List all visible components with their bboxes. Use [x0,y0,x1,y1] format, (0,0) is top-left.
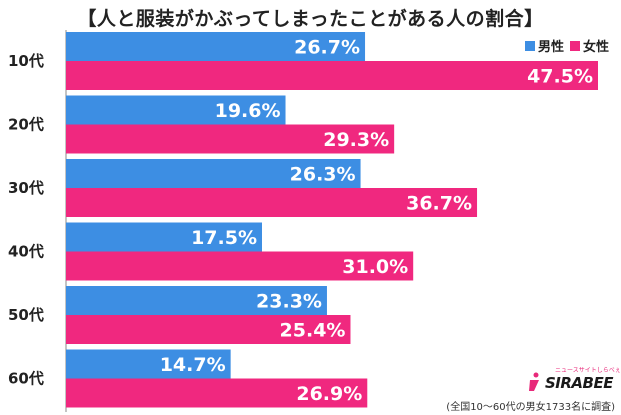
bar-female-60 [66,378,368,408]
sirabee-logo: ニュースサイトしらべぇ SIRABEE [525,367,621,394]
bar-male-50 [66,286,327,315]
legend-item-female: 女性 [569,36,609,55]
legend-swatch-male [524,40,535,51]
bar-male-20 [66,95,286,125]
value-label-male-40: 17.5% [191,227,257,249]
bar-female-30 [66,188,478,217]
chart-title: 【人と服装がかぶってしまったことがある人の割合】 [77,8,544,30]
legend-label-male: 男性 [537,40,564,55]
bar-female-20 [66,124,395,154]
value-label-female-60: 26.9% [296,383,362,405]
bar-male-10 [66,32,366,61]
category-label-10: 10代 [8,52,44,70]
survey-footnote: (全国10～60代の男女1733名に調査) [446,402,615,413]
logo-wordmark: SIRABEE [545,374,613,392]
category-label-50: 50代 [8,306,44,324]
value-label-female-10: 47.5% [527,66,593,88]
category-label-30: 30代 [8,179,44,197]
logo-tagline: ニュースサイトしらべぇ [555,367,621,374]
logo-mark-icon [529,372,539,391]
category-label-60: 60代 [8,370,44,388]
legend-item-male: 男性 [524,36,564,55]
category-label-20: 20代 [8,116,44,134]
value-label-male-10: 26.7% [294,37,360,59]
bar-female-40 [66,251,414,281]
value-label-female-20: 29.3% [323,129,389,151]
bar-male-40 [66,222,262,252]
bar-male-30 [66,159,361,188]
value-label-male-30: 26.3% [290,164,356,186]
value-label-male-50: 23.3% [256,291,322,313]
category-label-40: 40代 [8,243,44,261]
bar-male-60 [66,349,231,379]
value-label-female-50: 25.4% [280,320,346,342]
legend-swatch-female [569,40,580,51]
value-label-female-30: 36.7% [406,193,472,215]
bar-female-10 [66,61,598,90]
value-label-male-60: 14.7% [160,354,226,376]
legend-label-female: 女性 [582,40,609,55]
value-label-female-40: 31.0% [342,256,408,278]
legend: 男性 女性 [520,34,613,57]
bar-female-50 [66,315,351,344]
value-label-male-20: 19.6% [215,100,281,122]
